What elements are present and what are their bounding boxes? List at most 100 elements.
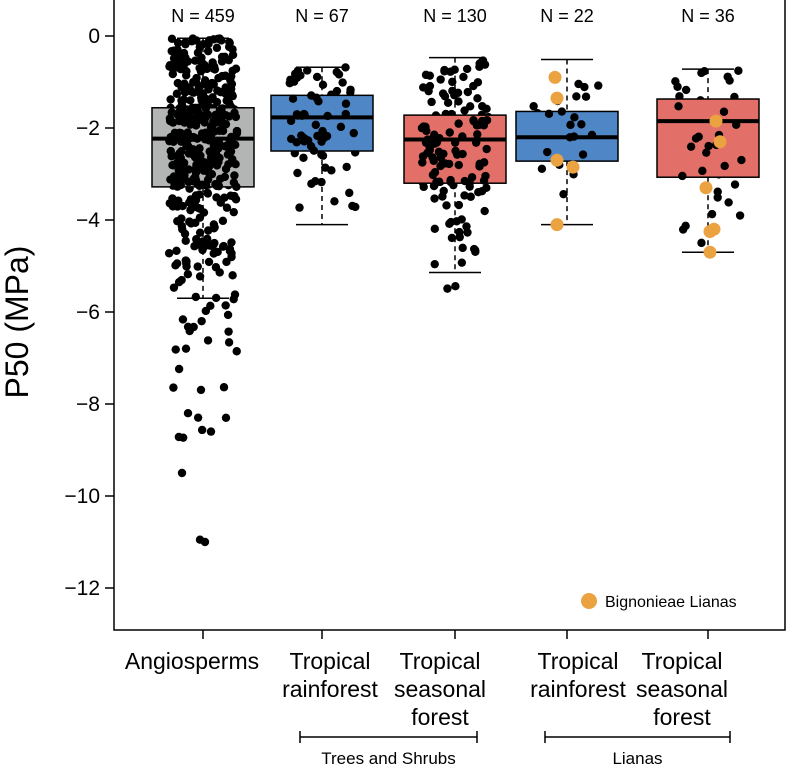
data-point — [165, 136, 174, 146]
data-point — [323, 111, 332, 121]
data-point — [227, 249, 236, 258]
data-point — [172, 259, 182, 268]
data-point — [197, 57, 206, 67]
data-point — [349, 128, 358, 138]
data-point — [421, 70, 431, 80]
x-tick-label: Tropical — [642, 648, 723, 674]
data-point — [724, 198, 733, 207]
data-point — [188, 145, 198, 154]
data-point — [214, 181, 224, 191]
x-tick-label: Tropical — [290, 648, 371, 674]
data-point — [462, 64, 472, 74]
x-tick-label: rainforest — [282, 676, 378, 702]
data-point — [447, 233, 457, 243]
data-point — [697, 238, 706, 248]
data-point — [581, 92, 591, 101]
data-point — [479, 158, 489, 167]
data-point — [181, 71, 191, 80]
n-label: N = 22 — [540, 6, 594, 26]
data-point — [225, 145, 234, 154]
y-axis-title: P50 (MPa) — [0, 246, 35, 399]
data-point — [559, 189, 568, 199]
x-tick-label: Tropical — [538, 648, 619, 674]
data-point — [201, 128, 210, 137]
n-label: N = 36 — [681, 6, 735, 26]
data-point — [469, 244, 479, 254]
data-point — [166, 95, 175, 104]
data-point — [440, 92, 450, 101]
data-point — [193, 413, 203, 422]
data-point — [427, 97, 436, 107]
data-point — [318, 151, 328, 160]
data-point — [184, 165, 193, 174]
data-point — [190, 56, 200, 65]
data-point — [320, 133, 329, 142]
data-point — [570, 113, 579, 122]
n-label: N = 459 — [171, 6, 235, 26]
data-point — [307, 91, 316, 100]
data-point — [195, 272, 205, 281]
data-point — [437, 159, 447, 169]
data-point — [229, 294, 238, 304]
data-point — [678, 171, 687, 181]
data-point — [204, 39, 213, 49]
data-point — [566, 120, 575, 130]
data-point — [195, 88, 204, 97]
data-point — [674, 102, 683, 111]
y-tick-label: −2 — [76, 117, 100, 140]
data-point — [225, 37, 234, 47]
data-point — [442, 201, 451, 210]
data-point — [296, 71, 305, 80]
data-point — [189, 77, 198, 87]
data-point — [168, 202, 178, 211]
data-point — [168, 161, 177, 170]
data-point — [336, 122, 346, 132]
data-point — [207, 95, 216, 104]
data-point — [206, 153, 216, 162]
data-point — [342, 162, 351, 172]
data-point — [458, 132, 467, 141]
data-point — [285, 78, 294, 88]
data-point — [179, 107, 188, 117]
data-point — [482, 104, 491, 114]
data-point — [197, 316, 206, 326]
n-label: N = 67 — [295, 6, 349, 26]
data-point — [587, 130, 597, 140]
data-point — [164, 249, 174, 258]
data-point — [311, 120, 320, 130]
data-point — [477, 116, 487, 126]
data-point — [181, 236, 190, 246]
data-point — [176, 137, 186, 146]
data-point — [188, 87, 197, 97]
data-point — [458, 243, 467, 253]
data-point — [173, 59, 182, 68]
data-point — [300, 134, 309, 143]
data-point — [209, 80, 218, 89]
data-point — [312, 72, 322, 82]
data-point — [734, 66, 743, 75]
data-point — [172, 89, 182, 98]
data-point — [286, 116, 296, 126]
data-point — [330, 197, 339, 206]
data-point — [438, 192, 447, 201]
data-point — [204, 85, 213, 94]
data-point — [227, 90, 237, 99]
x-tick-label: forest — [653, 704, 711, 730]
data-point — [218, 216, 228, 226]
data-point — [309, 146, 319, 155]
highlight-point — [566, 160, 580, 174]
data-point — [454, 119, 463, 128]
data-point — [199, 97, 209, 106]
data-point — [443, 98, 453, 108]
data-point — [288, 94, 298, 103]
data-point — [454, 97, 463, 106]
data-point — [209, 224, 219, 233]
data-point — [430, 259, 439, 269]
data-point — [177, 96, 186, 105]
data-point — [186, 96, 195, 105]
data-point — [221, 83, 230, 92]
data-point — [418, 152, 428, 161]
data-point — [297, 111, 307, 120]
data-point — [341, 99, 351, 108]
data-point — [446, 175, 455, 185]
